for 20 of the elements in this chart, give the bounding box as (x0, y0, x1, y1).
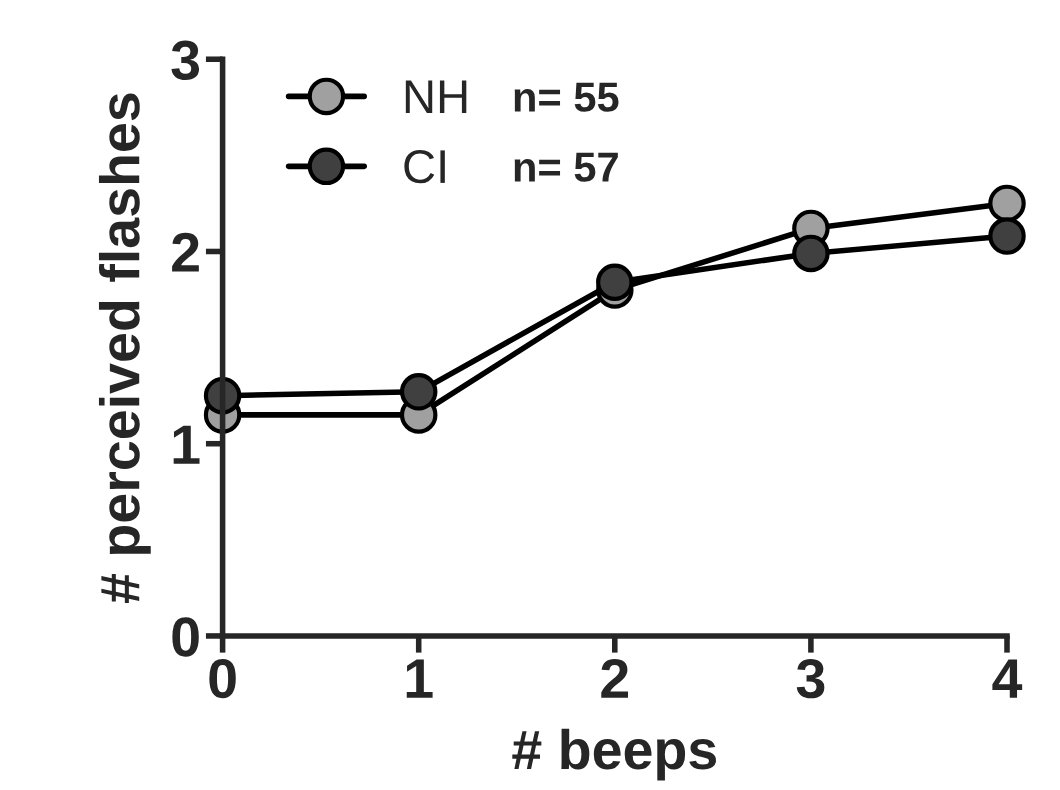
x-tick-label: 2 (601, 658, 629, 698)
x-tick-label: 3 (796, 658, 825, 699)
y-tick-label: 1 (173, 425, 200, 464)
y-tick-label: 2 (172, 232, 199, 272)
annotation: n= 57 (514, 152, 618, 182)
y-axis-title: # perceived flashes (98, 93, 151, 603)
point (988, 217, 1026, 255)
point (988, 184, 1026, 223)
legend-label: CI (404, 149, 445, 184)
annotation: n= 55 (514, 82, 619, 112)
x-tick-label: 1 (406, 659, 433, 698)
legend-label: NH (405, 80, 467, 113)
y-tick-label: 0 (172, 617, 199, 657)
x-tick-label: 4 (992, 659, 1023, 698)
x-axis-title: # beeps (512, 728, 716, 781)
point (792, 234, 830, 273)
point (399, 373, 438, 411)
point (596, 263, 634, 301)
x-tick-label: 0 (209, 658, 236, 699)
y-tick-label: 3 (171, 40, 200, 81)
